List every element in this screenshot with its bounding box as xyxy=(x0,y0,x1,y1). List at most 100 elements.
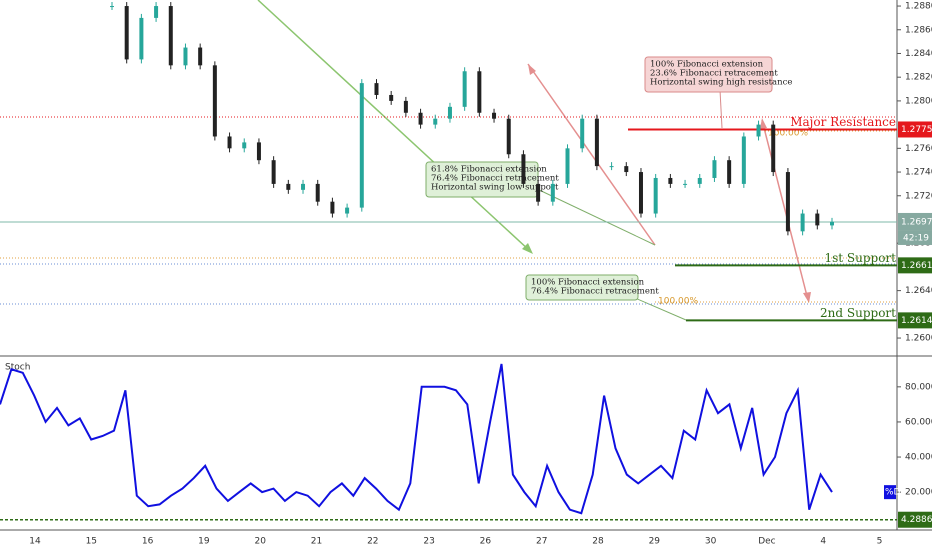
stoch-level-box xyxy=(898,511,932,528)
annotation-box xyxy=(644,56,773,93)
y-tick-label: 1.26000 xyxy=(905,334,932,344)
candle xyxy=(771,124,776,173)
candle xyxy=(227,136,232,149)
candle xyxy=(242,142,247,149)
candle xyxy=(521,154,526,184)
candle xyxy=(330,201,335,214)
candle xyxy=(638,172,643,214)
y-tick-label: 80.0000 xyxy=(905,382,932,392)
candle xyxy=(594,118,599,167)
x-tick-label: 22 xyxy=(367,537,378,547)
candle xyxy=(198,47,203,66)
level-box xyxy=(898,257,932,274)
x-tick-label: Dec xyxy=(758,537,775,547)
level-label: 1st Support xyxy=(824,251,896,265)
candle xyxy=(256,142,261,161)
x-tick-label: 29 xyxy=(649,537,661,547)
stoch-title: Stoch xyxy=(5,363,30,373)
fib-label: 100.00% xyxy=(658,297,698,307)
arrows xyxy=(257,0,811,321)
candle xyxy=(550,183,555,202)
x-tick-label: 28 xyxy=(592,537,604,547)
candle xyxy=(418,112,423,125)
annotation-text: 100% Fibonacci extension xyxy=(531,278,645,288)
annotation-text: 100% Fibonacci extension xyxy=(650,60,764,70)
candle xyxy=(462,71,467,107)
candle xyxy=(609,166,614,168)
candle xyxy=(668,177,673,184)
candle xyxy=(741,136,746,184)
x-tick-label: 4 xyxy=(820,537,826,547)
y-tick-label: 1.28000 xyxy=(905,96,932,106)
level-box xyxy=(898,312,932,329)
x-tick-label: 15 xyxy=(86,537,97,547)
candle xyxy=(389,94,394,101)
candle xyxy=(403,100,408,113)
candle xyxy=(433,118,438,125)
candle xyxy=(492,112,497,119)
candle xyxy=(154,6,159,18)
y-tick-label: 1.28800 xyxy=(905,2,932,12)
candle xyxy=(785,172,790,232)
candle xyxy=(212,65,217,137)
annotation-text: Horizontal swing low support xyxy=(431,183,559,193)
level-label: Major Resistance xyxy=(790,115,896,129)
y-tick-label: 1.28600 xyxy=(905,25,932,35)
annotation-box xyxy=(425,161,539,198)
candle xyxy=(727,160,732,184)
level-value: 1.27759 xyxy=(901,125,932,135)
y-tick-label: 60.0000 xyxy=(905,417,932,427)
candle xyxy=(477,71,482,113)
candle xyxy=(536,183,541,202)
candle xyxy=(110,6,114,8)
stoch-line xyxy=(0,363,833,515)
annotation-box xyxy=(525,274,639,301)
x-tick-label: 23 xyxy=(423,537,434,547)
x-tick-label: 16 xyxy=(142,537,154,547)
current-price-box xyxy=(898,212,932,231)
annotation-text: Horizontal swing high resistance xyxy=(650,78,792,88)
candle xyxy=(447,106,452,119)
candle xyxy=(683,183,688,185)
candle xyxy=(697,177,702,184)
y-tick-label: 20.0000 xyxy=(905,488,932,498)
annotation-text: 23.6% Fibonacci retracement xyxy=(650,69,778,79)
level-value: 1.26613 xyxy=(901,261,932,271)
stoch-level-value: 4.2886 xyxy=(901,515,932,525)
x-tick-label: 21 xyxy=(311,537,322,547)
candle xyxy=(315,183,320,202)
legend-label: %D xyxy=(885,488,901,498)
candle xyxy=(345,207,350,214)
y-tick-label: 40.0000 xyxy=(905,453,932,463)
y-tick-label: 1.28400 xyxy=(905,49,932,59)
current-price: 1.26979 xyxy=(901,217,932,227)
candle xyxy=(374,83,379,95)
candle xyxy=(624,166,629,173)
candle xyxy=(565,148,570,184)
y-tick-label: 1.27200 xyxy=(905,191,932,201)
candle xyxy=(168,6,173,66)
x-tick-label: 14 xyxy=(29,537,41,547)
candle xyxy=(830,221,834,226)
annotation-text: 61.8% Fibonacci extension xyxy=(431,165,547,175)
candle xyxy=(756,124,761,137)
candle xyxy=(286,183,291,190)
y-tick-label: 1.27400 xyxy=(905,168,932,178)
countdown-box xyxy=(898,230,932,245)
candle xyxy=(506,118,511,155)
candle xyxy=(271,160,276,184)
x-tick-label: 5 xyxy=(877,537,883,547)
y-tick-label: 1.26400 xyxy=(905,286,932,296)
candle xyxy=(815,213,820,226)
fib-label: 100.00% xyxy=(768,129,808,139)
x-tick-label: 30 xyxy=(705,537,717,547)
candle xyxy=(124,6,129,60)
y-tick-label: 1.28200 xyxy=(905,73,932,83)
y-tick-label: 1.27600 xyxy=(905,144,932,154)
annotation-text: 76.4% Fibonacci retracement xyxy=(431,174,559,184)
legend-box xyxy=(884,485,896,500)
level-value: 1.26149 xyxy=(901,316,932,326)
level-box xyxy=(898,121,932,138)
x-tick-label: 27 xyxy=(536,537,547,547)
